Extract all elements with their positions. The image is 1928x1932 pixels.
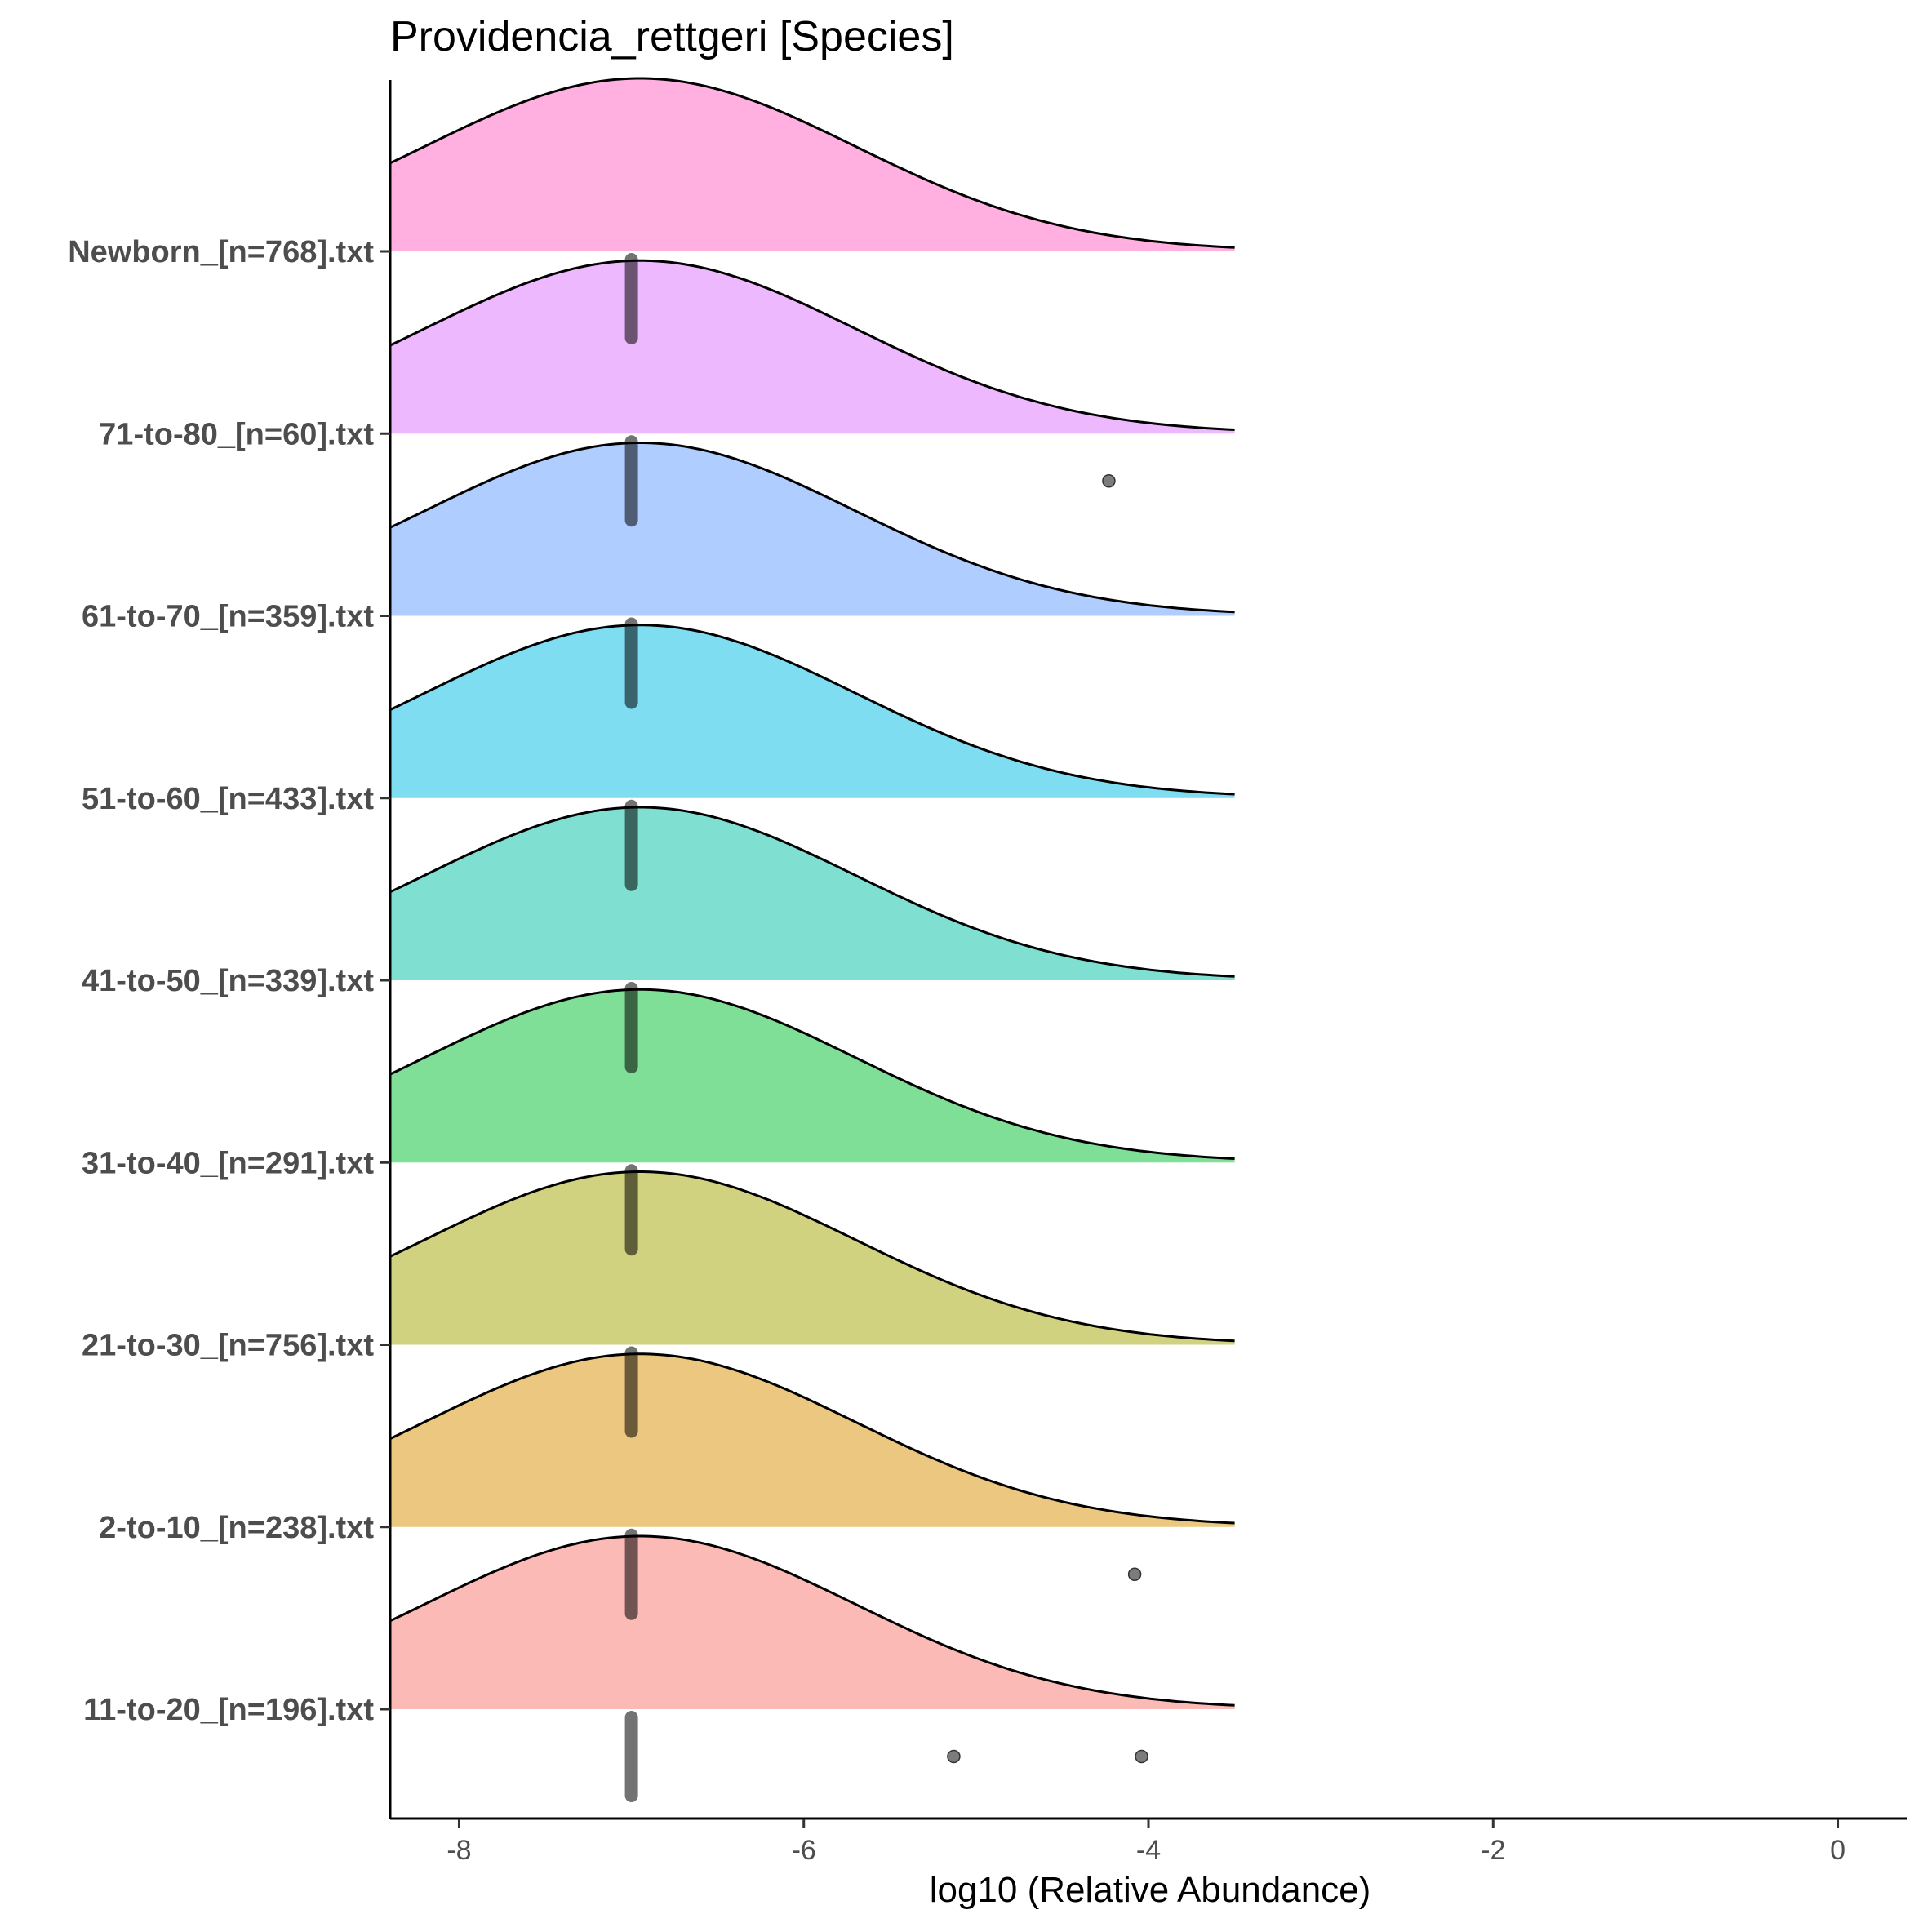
- x-tick-label-0: -8: [446, 1835, 471, 1866]
- y-tick-label-0: 11-to-20_[n=196].txt: [83, 1693, 374, 1727]
- x-tick-label-1: -6: [792, 1835, 816, 1866]
- y-tick-label-3: 31-to-40_[n=291].txt: [82, 1146, 374, 1180]
- y-tick-label-1: 2-to-10_[n=238].txt: [99, 1511, 374, 1545]
- x-tick-label-3: -2: [1481, 1835, 1505, 1866]
- outliers-group: [947, 474, 1148, 1764]
- ridge-fill-4: [390, 807, 1235, 980]
- ridge-outline-0: [389, 1534, 1235, 1707]
- x-ticks-group: -8 -6 -4 -2 0: [446, 1819, 1846, 1866]
- x-tick-label-2: -4: [1136, 1835, 1161, 1866]
- ridge-outline-6: [389, 442, 1235, 614]
- x-axis-title: log10 (Relative Abundance): [930, 1870, 1371, 1910]
- ridge-outline-8: [389, 77, 1235, 249]
- y-tick-label-8: Newborn_[n=768].txt: [68, 235, 374, 269]
- y-tick-label-2: 21-to-30_[n=756].txt: [82, 1329, 374, 1363]
- ridge-fill-5: [390, 624, 1235, 798]
- y-tick-label-7: 71-to-80_[n=60].txt: [99, 417, 374, 451]
- ridge-outline-4: [389, 806, 1235, 978]
- y-ticks-group: Newborn_[n=768].txt 71-to-80_[n=60].txt 61…: [68, 235, 390, 1727]
- outlier-point-1-0: [1127, 1567, 1142, 1581]
- chart-title: Providencia_rettgeri [Species]: [390, 13, 954, 60]
- ridge-outline-7: [389, 259, 1235, 431]
- ridge-outline-5: [389, 624, 1235, 796]
- ridge-fill-7: [390, 260, 1235, 434]
- ridge-fill-8: [390, 78, 1235, 251]
- outlier-point-0-1: [1135, 1749, 1148, 1764]
- outlier-point-7-0: [1102, 474, 1116, 488]
- y-tick-label-6: 61-to-70_[n=359].txt: [82, 600, 374, 634]
- y-tick-label-5: 51-to-60_[n=433].txt: [82, 782, 374, 816]
- ridge-fill-6: [390, 442, 1235, 616]
- ridge-fill-2: [390, 1171, 1235, 1345]
- outlier-point-0-0: [947, 1749, 961, 1764]
- ridge-outline-3: [389, 988, 1235, 1160]
- ridge-outline-2: [389, 1170, 1235, 1343]
- y-tick-label-4: 41-to-50_[n=339].txt: [82, 964, 374, 998]
- ridges-group: [389, 77, 1235, 1709]
- ridge-fill-0: [390, 1536, 1235, 1709]
- ridge-fill-3: [390, 989, 1235, 1163]
- ridge-outline-1: [389, 1352, 1235, 1525]
- x-tick-label-4: 0: [1830, 1835, 1846, 1866]
- ridge-fill-1: [390, 1353, 1235, 1527]
